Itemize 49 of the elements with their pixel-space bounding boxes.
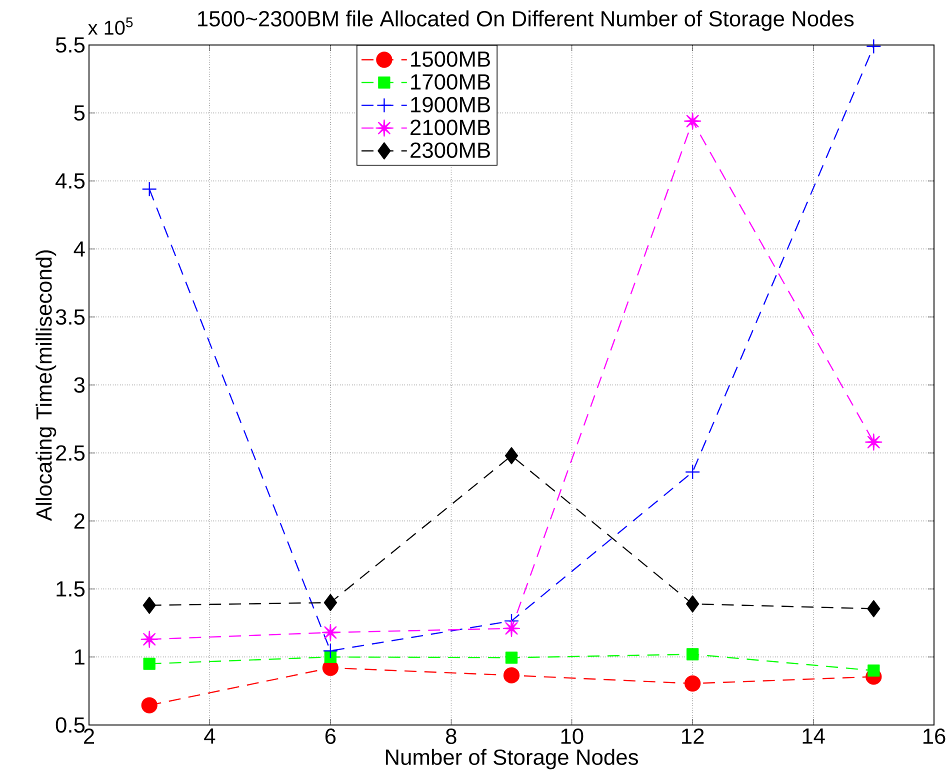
- point: [143, 658, 156, 670]
- point: [865, 434, 882, 451]
- y-tick-label: 2: [74, 513, 84, 529]
- point: [684, 112, 702, 130]
- text: x 10$^{5}$: [88, 18, 133, 35]
- point: [324, 650, 337, 664]
- y-tick-label: 1.5: [56, 581, 85, 597]
- x-axis-title: Number of Storage Nodes: [386, 748, 638, 770]
- point: [141, 697, 158, 714]
- legend-label: 1500MB: [411, 51, 490, 67]
- y-tick-label: 2.5: [56, 445, 85, 461]
- x-tick-label: 8: [446, 728, 456, 744]
- point: [868, 664, 880, 677]
- point: [686, 648, 699, 660]
- x-tick-label: 6: [325, 728, 336, 744]
- point: [503, 667, 520, 684]
- legend-label: 2100MB: [410, 120, 490, 136]
- x-tick-label: 16: [923, 728, 946, 744]
- y-tick-label: 1: [74, 649, 84, 665]
- point: [505, 652, 518, 664]
- y-tick-label: 0.5: [56, 717, 85, 733]
- y-axis-title: Allocating Time(millisecond): [36, 250, 56, 521]
- y-tick-label: 3: [74, 377, 85, 393]
- y-tick-label: 5: [74, 105, 85, 121]
- point: [866, 38, 882, 54]
- x-tick-label: 12: [682, 728, 704, 744]
- point: [684, 675, 701, 692]
- point: [324, 594, 338, 612]
- y-tick-label: 3.5: [56, 309, 85, 325]
- point: [867, 600, 880, 618]
- x-tick-label: 10: [561, 728, 584, 744]
- x-tick-label: 4: [204, 728, 216, 744]
- x-tick-label: 14: [802, 728, 825, 744]
- chart-title: 1500~2300BM file Allocated On Different Number of Storage Nodes: [198, 10, 854, 31]
- y-tick-label: 4: [74, 241, 85, 257]
- y-tick-label: 5.5: [56, 37, 85, 53]
- legend-label: 2300MB: [410, 142, 490, 158]
- point: [322, 624, 340, 642]
- point: [685, 464, 700, 480]
- point: [686, 595, 700, 613]
- legend-label: 1900MB: [411, 96, 490, 112]
- point: [504, 447, 518, 464]
- point: [140, 630, 158, 648]
- point: [502, 620, 520, 637]
- point: [142, 182, 157, 197]
- point: [142, 596, 156, 614]
- legend-label: 1700MB: [411, 74, 490, 90]
- y-tick-label: 4.5: [56, 173, 85, 189]
- point: [322, 643, 338, 658]
